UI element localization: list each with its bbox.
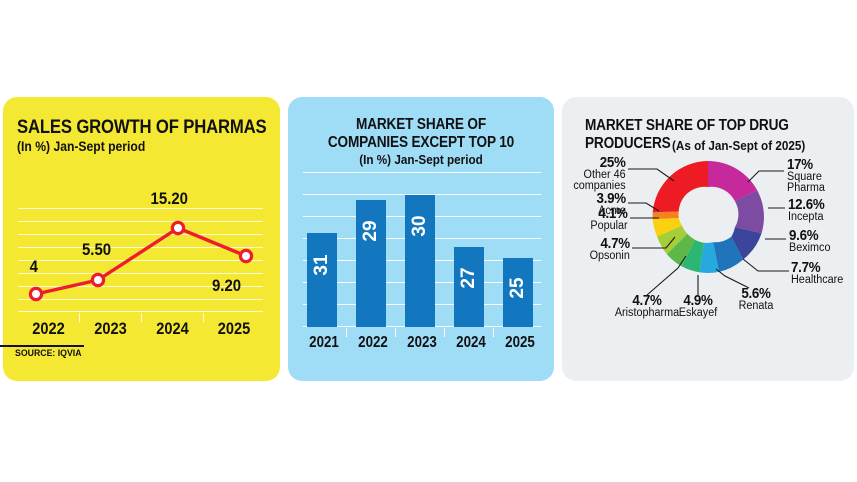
donut-label-aristopharma: 4.7% Aristopharma [586,293,708,319]
donut-name-acme: Acme [598,204,626,217]
donut-pct-incepta: 12.6% [788,197,825,213]
producers-panel-title-line1: MARKET SHARE OF TOP DRUG [585,117,789,134]
marketshare-panel-subtitle: (In %) Jan-Sept period [359,152,483,167]
marketshare-bars: 31 29 30 27 25 [303,172,541,327]
source-name: IQVIA [57,348,82,359]
donut-label-opsonin: 4.7% Opsonin [587,236,631,262]
donut-label-healthcare: 7.7% Healthcare [791,260,847,286]
bar-2025: 25 [503,258,533,327]
bar-2022: 29 [356,200,386,327]
bar-2024: 27 [454,247,484,327]
sales-xtick-2023: 2023 [94,319,127,338]
donut-name-popular: Popular [590,219,628,232]
sales-value-labels: 4 5.50 15.20 9.20 [18,189,263,312]
donut-slice-healthcare [713,236,743,272]
donut-name-opsonin: Opsonin [589,249,630,262]
sales-value-2024: 15.20 [150,189,188,208]
donut-label-beximco: 9.6% Beximco [789,228,833,254]
sales-xtick-2022: 2022 [32,319,65,338]
donut-name-square-pharma-line1: Square [787,170,822,183]
donut-name-renata: Renata [738,299,774,312]
donut-pct-aristopharma: 4.7% [632,293,662,309]
bar-xtick-2024: 2024 [456,334,486,351]
marketshare-panel-title-line1: MARKET SHARE OF [356,116,486,133]
donut-name-beximco: Beximco [789,241,831,254]
sales-x-axis: 2022 2023 2024 2025 [18,313,264,343]
sales-value-2025: 9.20 [211,276,242,295]
source-label: SOURCE: [15,348,56,359]
donut-label-square-pharma: 17% Square Pharma [787,157,827,195]
bar-value-2021: 31 [311,254,332,276]
donut-slice-popular [652,218,682,237]
donut-pct-other-companies: 25% [600,155,626,171]
donut-name-healthcare: Healthcare [791,273,844,286]
producers-donut-chart: 25% Other 46 companies 3.9% Acme 4.1% Po… [562,155,854,370]
donut-name-aristopharma: Aristopharma [614,306,680,319]
donut-label-acme: 3.9% Acme [594,191,627,217]
panel-top-producers [562,97,854,381]
sales-gridlines [18,208,263,312]
sales-panel-title: SALES GROWTH OF PHARMAS [17,117,267,138]
donut-pct-popular: 4.1% [598,206,629,222]
bar-xtick-2021: 2021 [309,334,339,351]
donut-slice-square-pharma [708,161,758,201]
source-note: SOURCE: IQVIA [15,348,82,359]
donut-pct-beximco: 9.6% [789,228,819,244]
marketshare-panel-title-line2: COMPANIES EXCEPT TOP 10 [327,134,515,151]
donut-name-other-companies-line2: companies [573,180,626,192]
marketshare-x-axis: 2021 2022 2023 2024 2025 [303,328,541,358]
donut-label-popular: 4.1% Popular [588,206,629,232]
donut-slice-aristopharma [666,233,695,267]
donut-name-eskayef: Eskayef [678,306,718,319]
donut-slice-other-companies [652,161,708,213]
bar-xtick-2025: 2025 [505,334,535,351]
bar-2023: 30 [405,195,435,327]
bar-xtick-2022: 2022 [358,334,388,351]
donut-slice-incepta [734,190,764,234]
donut-label-eskayef: 4.9% Eskayef [658,293,738,319]
source-divider [0,345,84,347]
donut-pct-square-pharma: 17% [787,157,813,173]
marketshare-bar-plot: 31 29 30 27 25 [303,172,541,327]
donut-slices [652,161,764,273]
producers-panel-title-note: (As of Jan-Sept of 2025) [672,138,806,153]
donut-slice-beximco [731,227,762,260]
donut-slice-eskayef [681,239,704,273]
sales-xtick-2024: 2024 [156,319,189,338]
donut-name-other-companies-line1: Other 46 [583,168,626,181]
donut-name-square-pharma-line2: Pharma [787,182,825,194]
panel-sales-growth [3,97,280,381]
bar-xtick-2023: 2023 [407,334,437,351]
sales-value-2022: 4 [29,257,38,276]
bar-value-2022: 29 [360,220,381,242]
donut-pct-opsonin: 4.7% [600,236,631,252]
bar-value-2025: 25 [507,277,528,299]
bar-value-2024: 27 [458,267,479,289]
donut-label-incepta: 12.6% Incepta [788,197,828,223]
donut-name-incepta: Incepta [788,210,824,223]
donut-pct-eskayef: 4.9% [683,293,713,309]
donut-slice-renata [699,242,719,273]
sales-panel-subtitle: (In %) Jan-Sept period [17,139,146,154]
donut-svg [628,161,789,296]
donut-pct-healthcare: 7.7% [791,260,821,276]
sales-xtick-2025: 2025 [217,319,251,338]
donut-pct-acme: 3.9% [596,191,627,207]
donut-slice-acme [652,211,679,220]
donut-pct-renata: 5.6% [741,286,771,302]
donut-label-other-companies: 25% Other 46 companies [570,155,627,193]
producers-panel-title-line2: PRODUCERS [585,135,671,152]
bar-value-2023: 30 [409,215,430,237]
donut-leader-lines [628,168,789,296]
sales-line-series [28,220,254,302]
sales-value-2023: 5.50 [81,240,112,259]
donut-label-renata: 5.6% Renata [717,286,795,312]
sales-line-plot [18,208,263,312]
bar-2021: 31 [307,233,337,327]
